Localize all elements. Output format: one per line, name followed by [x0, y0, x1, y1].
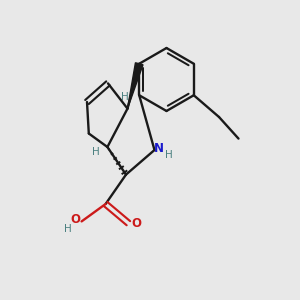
Text: O: O — [70, 213, 80, 226]
Text: H: H — [165, 150, 172, 161]
Text: N: N — [153, 142, 164, 155]
Text: H: H — [121, 92, 128, 102]
Text: O: O — [131, 217, 141, 230]
Text: H: H — [64, 224, 72, 234]
Text: H: H — [92, 147, 100, 158]
Polygon shape — [128, 63, 143, 109]
